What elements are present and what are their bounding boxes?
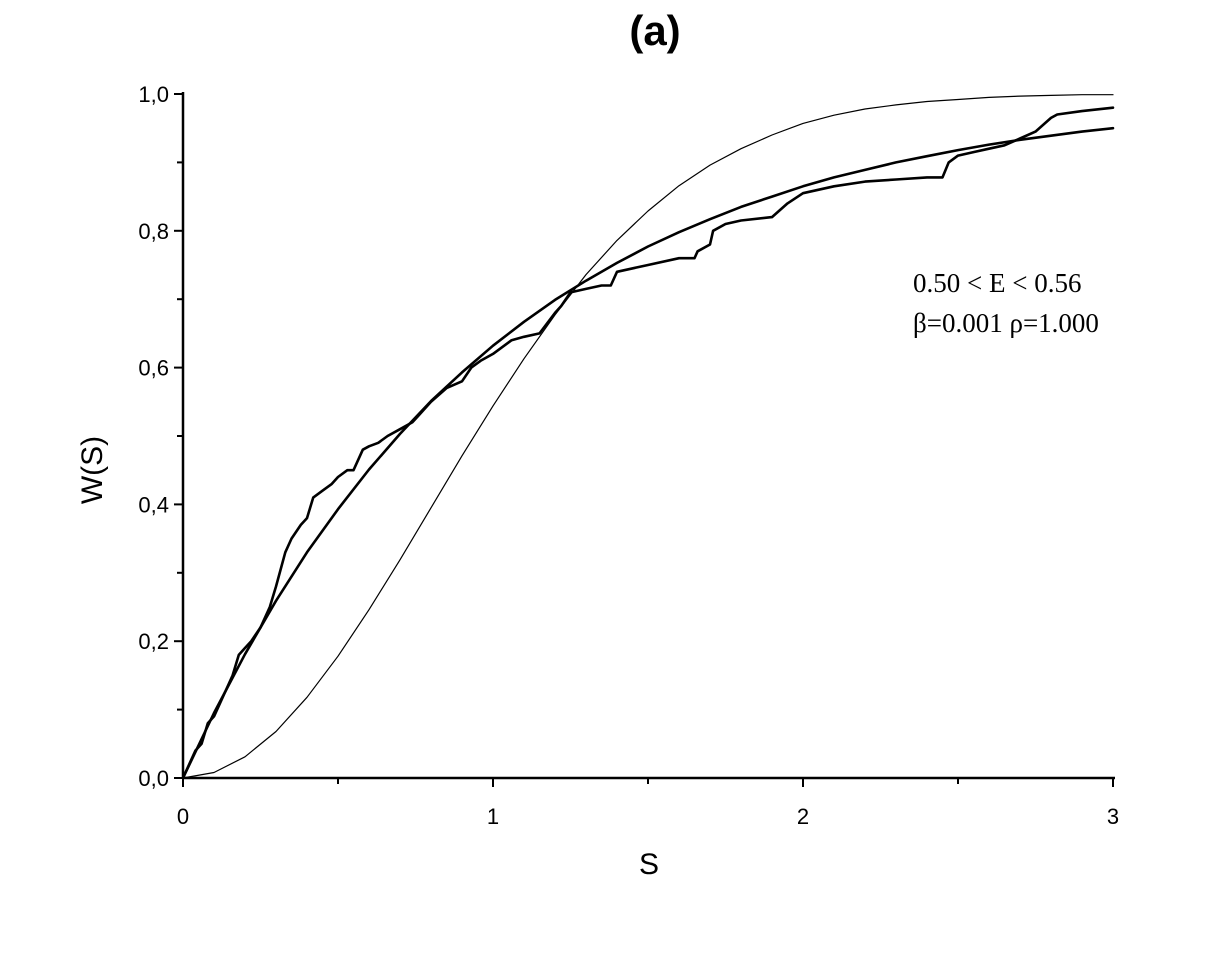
y-tick-label: 0,6: [138, 356, 169, 381]
x-tick-label: 2: [797, 804, 809, 829]
x-tick-label: 0: [177, 804, 189, 829]
y-tick-label: 1,0: [138, 82, 169, 107]
chart-title: (a): [629, 7, 680, 54]
x-tick-label: 3: [1107, 804, 1119, 829]
series-group: [181, 94, 1115, 780]
annotation-params: β=0.001 ρ=1.000: [913, 308, 1099, 338]
series-line-3: [181, 106, 1115, 780]
annotation-energy: 0.50 < E < 0.56: [913, 268, 1081, 298]
y-tick-label: 0,0: [138, 766, 169, 791]
y-tick-label: 0,8: [138, 219, 169, 244]
x-axis-label: S: [639, 848, 659, 881]
x-tick-label: 1: [487, 804, 499, 829]
series-line-1: [182, 94, 1114, 779]
y-ticks: 0,0 0,2 0,4 0,6 0,8 1,0: [138, 82, 183, 791]
y-tick-label: 0,4: [138, 492, 169, 517]
x-ticks: 0 1 2 3: [177, 778, 1119, 829]
series-line-2: [181, 126, 1115, 780]
y-axis-label: W(S): [76, 436, 109, 504]
y-tick-label: 0,2: [138, 629, 169, 654]
